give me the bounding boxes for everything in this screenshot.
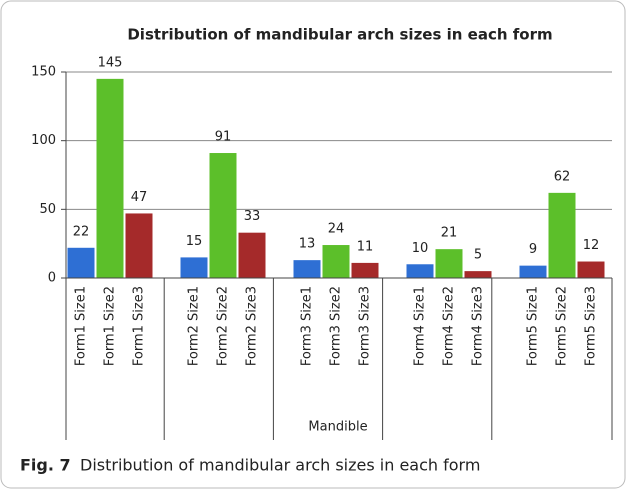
bar [125, 213, 153, 278]
value-label: 47 [131, 190, 148, 205]
x-axis-label: Mandible [308, 420, 367, 435]
value-label: 62 [554, 169, 571, 184]
value-label: 15 [186, 234, 203, 249]
x-tick-label: Form4 Size3 [471, 286, 486, 366]
x-tick-label: Form2 Size2 [216, 286, 231, 366]
chart-title: Distribution of mandibular arch sizes in… [127, 26, 552, 44]
bar [67, 247, 95, 278]
caption-text: Distribution of mandibular arch sizes in… [80, 456, 480, 475]
bar [293, 260, 321, 278]
x-tick-label: Form1 Size3 [132, 286, 147, 366]
bar [519, 265, 547, 278]
value-label: 91 [215, 130, 232, 145]
bar [351, 262, 379, 278]
x-tick-label: Form1 Size2 [103, 286, 118, 366]
bar [406, 264, 434, 278]
bar [238, 232, 266, 278]
value-label: 145 [98, 55, 123, 70]
y-tick-label: 100 [31, 133, 56, 148]
value-label: 12 [583, 238, 600, 253]
value-label: 11 [357, 239, 374, 254]
y-tick-label: 50 [39, 202, 56, 217]
value-label: 24 [328, 222, 345, 237]
caption-label: Fig. 7 [20, 456, 71, 475]
x-tick-label: Form3 Size1 [300, 286, 315, 366]
bar [322, 245, 350, 278]
x-tick-label: Form4 Size2 [442, 286, 457, 366]
y-tick-label: 150 [31, 65, 56, 80]
bar [96, 78, 124, 278]
value-label: 13 [299, 237, 316, 252]
value-label: 9 [529, 242, 537, 257]
y-tick-label: 0 [48, 271, 56, 286]
bar [548, 192, 576, 278]
x-tick-label: Form3 Size2 [329, 286, 344, 366]
bar [180, 257, 208, 278]
bar [435, 249, 463, 278]
bar [464, 271, 492, 278]
x-tick-label: Form2 Size3 [245, 286, 260, 366]
value-label: 21 [441, 226, 458, 241]
x-tick-label: Form1 Size1 [74, 286, 89, 366]
bar [577, 261, 605, 278]
x-tick-label: Form3 Size3 [358, 286, 373, 366]
value-label: 22 [73, 224, 90, 239]
x-tick-label: Form5 Size1 [526, 286, 541, 366]
value-label: 33 [244, 209, 261, 224]
x-tick-label: Form5 Size3 [584, 286, 599, 366]
bar [209, 153, 237, 278]
x-tick-label: Form5 Size2 [555, 286, 570, 366]
value-label: 5 [474, 248, 482, 263]
x-tick-label: Form2 Size1 [187, 286, 202, 366]
x-tick-label: Form4 Size1 [413, 286, 428, 366]
value-label: 10 [412, 241, 429, 256]
